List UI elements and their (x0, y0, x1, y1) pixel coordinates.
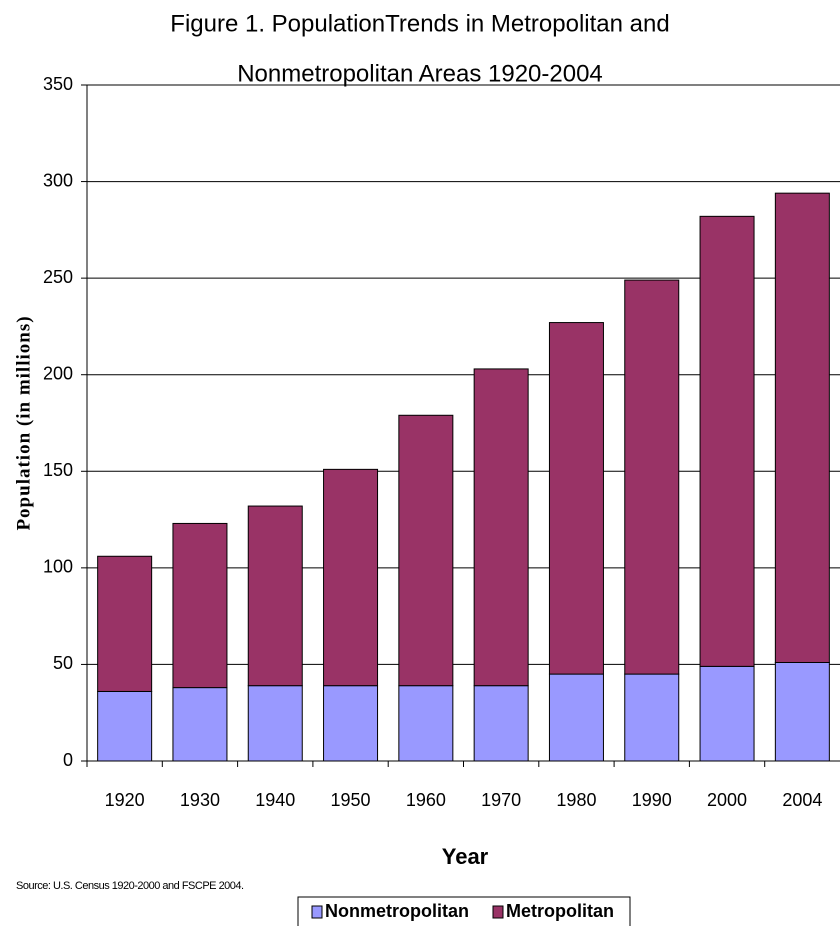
x-tick-label: 1950 (331, 790, 371, 810)
bar-segment (774, 661, 830, 762)
bar-segment (548, 322, 604, 675)
y-tick-label: 300 (43, 170, 73, 190)
y-tick-label: 100 (43, 557, 73, 577)
bar-segment (398, 414, 454, 687)
legend-label: Nonmetropolitan (325, 901, 469, 921)
x-tick-label: 1930 (180, 790, 220, 810)
source-note: Source: U.S. Census 1920-2000 and FSCPE … (16, 880, 244, 892)
x-tick-label: 1990 (632, 790, 672, 810)
bar-segment (97, 690, 153, 762)
x-tick-label: 2004 (782, 790, 822, 810)
legend-box (297, 896, 631, 926)
bar-segment (172, 687, 228, 762)
x-tick-label: 1970 (481, 790, 521, 810)
y-tick-label: 200 (43, 363, 73, 383)
bar-segment (323, 685, 379, 762)
y-axis-label: Population (in millions) (13, 315, 34, 530)
bar-segment (699, 215, 755, 667)
x-tick-label: 2000 (707, 790, 747, 810)
bar-segment (247, 685, 303, 762)
x-tick-label: 1920 (105, 790, 145, 810)
bar-segment (97, 555, 153, 692)
bar-segment (473, 685, 529, 762)
bar-segment (548, 673, 604, 762)
x-axis-label: Year (442, 844, 489, 869)
bar-segment (473, 368, 529, 687)
bar-segment (624, 279, 680, 675)
bar-segment (398, 685, 454, 762)
legend-swatch (311, 905, 323, 919)
y-tick-label: 250 (43, 267, 73, 287)
y-tick-label: 150 (43, 460, 73, 480)
x-tick-label: 1980 (556, 790, 596, 810)
y-tick-label: 50 (53, 653, 73, 673)
chart-title: Nonmetropolitan Areas 1920-2004 (237, 60, 603, 87)
y-tick-label: 0 (63, 750, 73, 770)
chart-title: Figure 1. PopulationTrends in Metropolit… (170, 10, 669, 37)
bar-segment (624, 673, 680, 762)
bar-segment (323, 468, 379, 687)
y-tick-label: 350 (43, 74, 73, 94)
bar-segment (774, 192, 830, 663)
x-tick-label: 1940 (255, 790, 295, 810)
bar-segment (247, 505, 303, 687)
legend-swatch (492, 905, 504, 919)
legend-label: Metropolitan (506, 901, 614, 921)
bar-segment (172, 522, 228, 689)
bar-segment (699, 665, 755, 762)
x-tick-label: 1960 (406, 790, 446, 810)
